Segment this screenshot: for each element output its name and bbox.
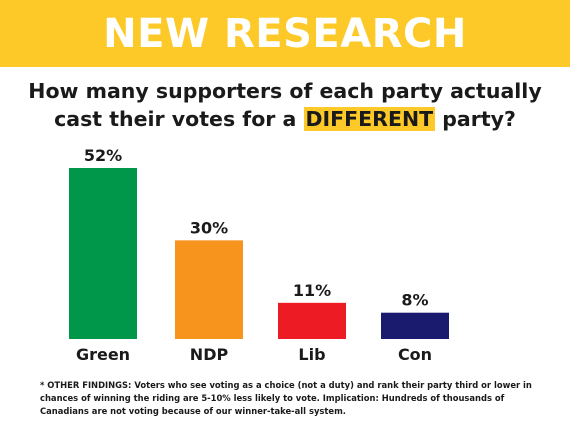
question-line-2: cast their votes for a DIFFERENT party? bbox=[0, 105, 570, 133]
highlight-different: DIFFERENT bbox=[303, 107, 436, 131]
bar-con bbox=[381, 312, 449, 339]
banner-title: NEW RESEARCH bbox=[103, 10, 467, 57]
bar-lib bbox=[278, 302, 346, 339]
value-label-lib: 11% bbox=[293, 281, 331, 300]
category-label-green: Green bbox=[76, 345, 130, 364]
value-label-ndp: 30% bbox=[190, 218, 228, 237]
category-label-ndp: NDP bbox=[190, 345, 229, 364]
bar-chart: 52% Green 30% NDP 11% Lib 8% Con bbox=[69, 146, 449, 364]
value-label-con: 8% bbox=[401, 291, 428, 310]
bar-green bbox=[69, 168, 137, 339]
category-label-con: Con bbox=[398, 345, 432, 364]
chart-question: How many supporters of each party actual… bbox=[0, 77, 570, 133]
category-label-lib: Lib bbox=[298, 345, 325, 364]
question-line-1: How many supporters of each party actual… bbox=[28, 79, 542, 103]
bar-ndp bbox=[175, 240, 243, 339]
question-line-2-pre: cast their votes for a bbox=[54, 107, 304, 131]
question-line-2-post: party? bbox=[435, 107, 516, 131]
value-label-green: 52% bbox=[84, 146, 122, 165]
footnote: * OTHER FINDINGS: Voters who see voting … bbox=[40, 380, 532, 416]
header-banner: NEW RESEARCH bbox=[0, 0, 570, 67]
